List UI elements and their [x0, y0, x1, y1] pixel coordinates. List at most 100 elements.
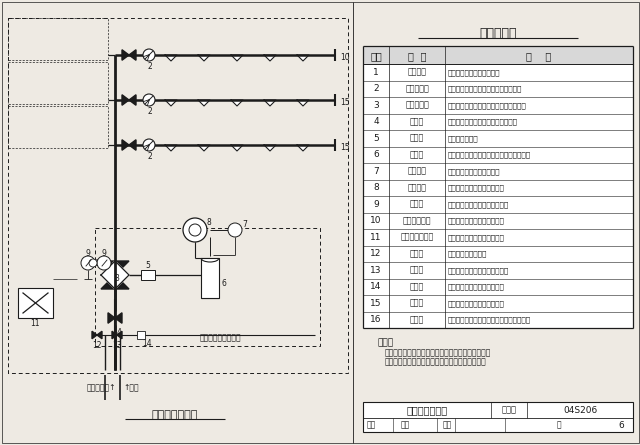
- Text: 水流指示器: 水流指示器: [405, 84, 429, 93]
- Text: 报警阀开启时，发出电信号: 报警阀开启时，发出电信号: [448, 168, 500, 174]
- Bar: [141, 270, 155, 280]
- Text: 12: 12: [371, 249, 381, 258]
- Bar: [0, 0, 355, 445]
- Text: 湿式报警阀: 湿式报警阀: [405, 101, 429, 110]
- Text: 5: 5: [373, 134, 379, 143]
- Text: 试水阀: 试水阀: [410, 299, 424, 308]
- Text: 进水阀: 进水阀: [410, 249, 424, 258]
- Text: 13: 13: [371, 266, 381, 275]
- Bar: [8, 62, 108, 104]
- Text: 2: 2: [373, 84, 379, 93]
- Circle shape: [97, 256, 111, 270]
- Polygon shape: [165, 100, 177, 106]
- Polygon shape: [264, 100, 276, 106]
- Text: 火灾报警控制器: 火灾报警控制器: [401, 233, 434, 242]
- Text: 分别显示报警阀上、下部的水压: 分别显示报警阀上、下部的水压: [448, 201, 509, 207]
- Text: 压力表: 压力表: [410, 200, 424, 209]
- Bar: [8, 18, 348, 373]
- Text: 供水控制阀，阀门关闭时输出电信号: 供水控制阀，阀门关闭时输出电信号: [448, 118, 518, 125]
- Polygon shape: [122, 95, 129, 105]
- Text: 04S206: 04S206: [563, 405, 597, 414]
- Polygon shape: [165, 55, 177, 61]
- Text: 9: 9: [102, 248, 106, 258]
- Polygon shape: [101, 261, 129, 289]
- Text: 3: 3: [115, 274, 120, 283]
- Circle shape: [228, 223, 242, 237]
- Text: 试验阀: 试验阀: [410, 266, 424, 275]
- Bar: [18, 288, 53, 318]
- Circle shape: [143, 94, 155, 106]
- Text: 过滤器: 过滤器: [410, 134, 424, 143]
- Polygon shape: [198, 100, 210, 106]
- Text: 试验末端水压及系统联动功能: 试验末端水压及系统联动功能: [448, 218, 505, 224]
- Bar: [201, 258, 219, 298]
- Text: ↑排水: ↑排水: [123, 384, 139, 392]
- Text: 系统控制阀，开启时可输出报警水流信号: 系统控制阀，开启时可输出报警水流信号: [448, 102, 527, 109]
- Text: 8: 8: [207, 218, 211, 227]
- Text: 10: 10: [340, 53, 349, 61]
- Text: 末端试水装置: 末端试水装置: [403, 216, 431, 225]
- Text: 审核: 审核: [367, 421, 376, 429]
- Text: 延迟报警时间，克服水压变化引起的误报警: 延迟报警时间，克服水压变化引起的误报警: [448, 151, 531, 158]
- Text: 9: 9: [373, 200, 379, 209]
- Bar: [8, 106, 108, 148]
- Text: 用    途: 用 途: [526, 51, 552, 61]
- Text: 压力开关: 压力开关: [408, 167, 426, 176]
- Bar: [0, 0, 355, 445]
- Text: 1: 1: [373, 68, 379, 77]
- Bar: [137, 331, 145, 339]
- Text: 2: 2: [148, 106, 152, 116]
- Polygon shape: [112, 331, 117, 339]
- Text: 火灾发生时，开启出水灭火: 火灾发生时，开启出水灭火: [448, 69, 500, 76]
- Polygon shape: [231, 100, 243, 106]
- Text: 16: 16: [371, 315, 381, 324]
- Text: 16: 16: [90, 259, 100, 267]
- Text: 4: 4: [116, 328, 122, 336]
- Circle shape: [89, 259, 97, 267]
- Polygon shape: [92, 331, 97, 339]
- Text: 节流排水，与延迟器共同工作: 节流排水，与延迟器共同工作: [448, 283, 505, 290]
- Text: 名  称: 名 称: [408, 51, 426, 61]
- Circle shape: [183, 218, 207, 242]
- Text: 14: 14: [142, 339, 152, 348]
- Polygon shape: [198, 145, 210, 151]
- Polygon shape: [231, 145, 243, 151]
- Text: 延迟器: 延迟器: [410, 150, 424, 159]
- Text: 7: 7: [243, 219, 248, 228]
- Text: 4: 4: [373, 117, 379, 126]
- Text: 本图为湿式报警阀组的标准配置，各厂家的产品可能: 本图为湿式报警阀组的标准配置，各厂家的产品可能: [385, 348, 492, 357]
- Text: 6: 6: [373, 150, 379, 159]
- Text: 12: 12: [92, 340, 102, 349]
- Text: 信号阀: 信号阀: [410, 117, 424, 126]
- Polygon shape: [264, 145, 276, 151]
- Text: 15: 15: [340, 97, 349, 106]
- Text: 2: 2: [148, 61, 152, 70]
- Text: 校对: 校对: [401, 421, 410, 429]
- Polygon shape: [122, 50, 129, 60]
- Polygon shape: [117, 331, 122, 339]
- Text: 水力警铃: 水力警铃: [408, 183, 426, 192]
- Polygon shape: [297, 55, 309, 61]
- Polygon shape: [297, 145, 309, 151]
- Text: 止回阀: 止回阀: [410, 315, 424, 324]
- Text: 页: 页: [557, 421, 561, 429]
- Polygon shape: [129, 50, 136, 60]
- Text: 8: 8: [373, 183, 379, 192]
- Text: 接收报警信号并发出控制命令: 接收报警信号并发出控制命令: [448, 234, 505, 241]
- Polygon shape: [231, 55, 243, 61]
- Text: 过滤水中的杂质: 过滤水中的杂质: [448, 135, 479, 142]
- Bar: [363, 46, 633, 328]
- Text: 说明：: 说明：: [378, 338, 394, 347]
- Text: 3: 3: [373, 101, 379, 110]
- Text: 14: 14: [371, 282, 381, 291]
- Text: 2: 2: [148, 151, 152, 161]
- Circle shape: [189, 224, 201, 236]
- Text: 单向补水，防止压力变化引起报警阀误动作: 单向补水，防止压力变化引起报警阀误动作: [448, 316, 531, 323]
- Polygon shape: [165, 145, 177, 151]
- Text: 节流器: 节流器: [410, 282, 424, 291]
- Bar: [363, 402, 633, 432]
- Polygon shape: [198, 55, 210, 61]
- Polygon shape: [115, 313, 122, 323]
- Text: 11: 11: [371, 233, 381, 242]
- Polygon shape: [129, 95, 136, 105]
